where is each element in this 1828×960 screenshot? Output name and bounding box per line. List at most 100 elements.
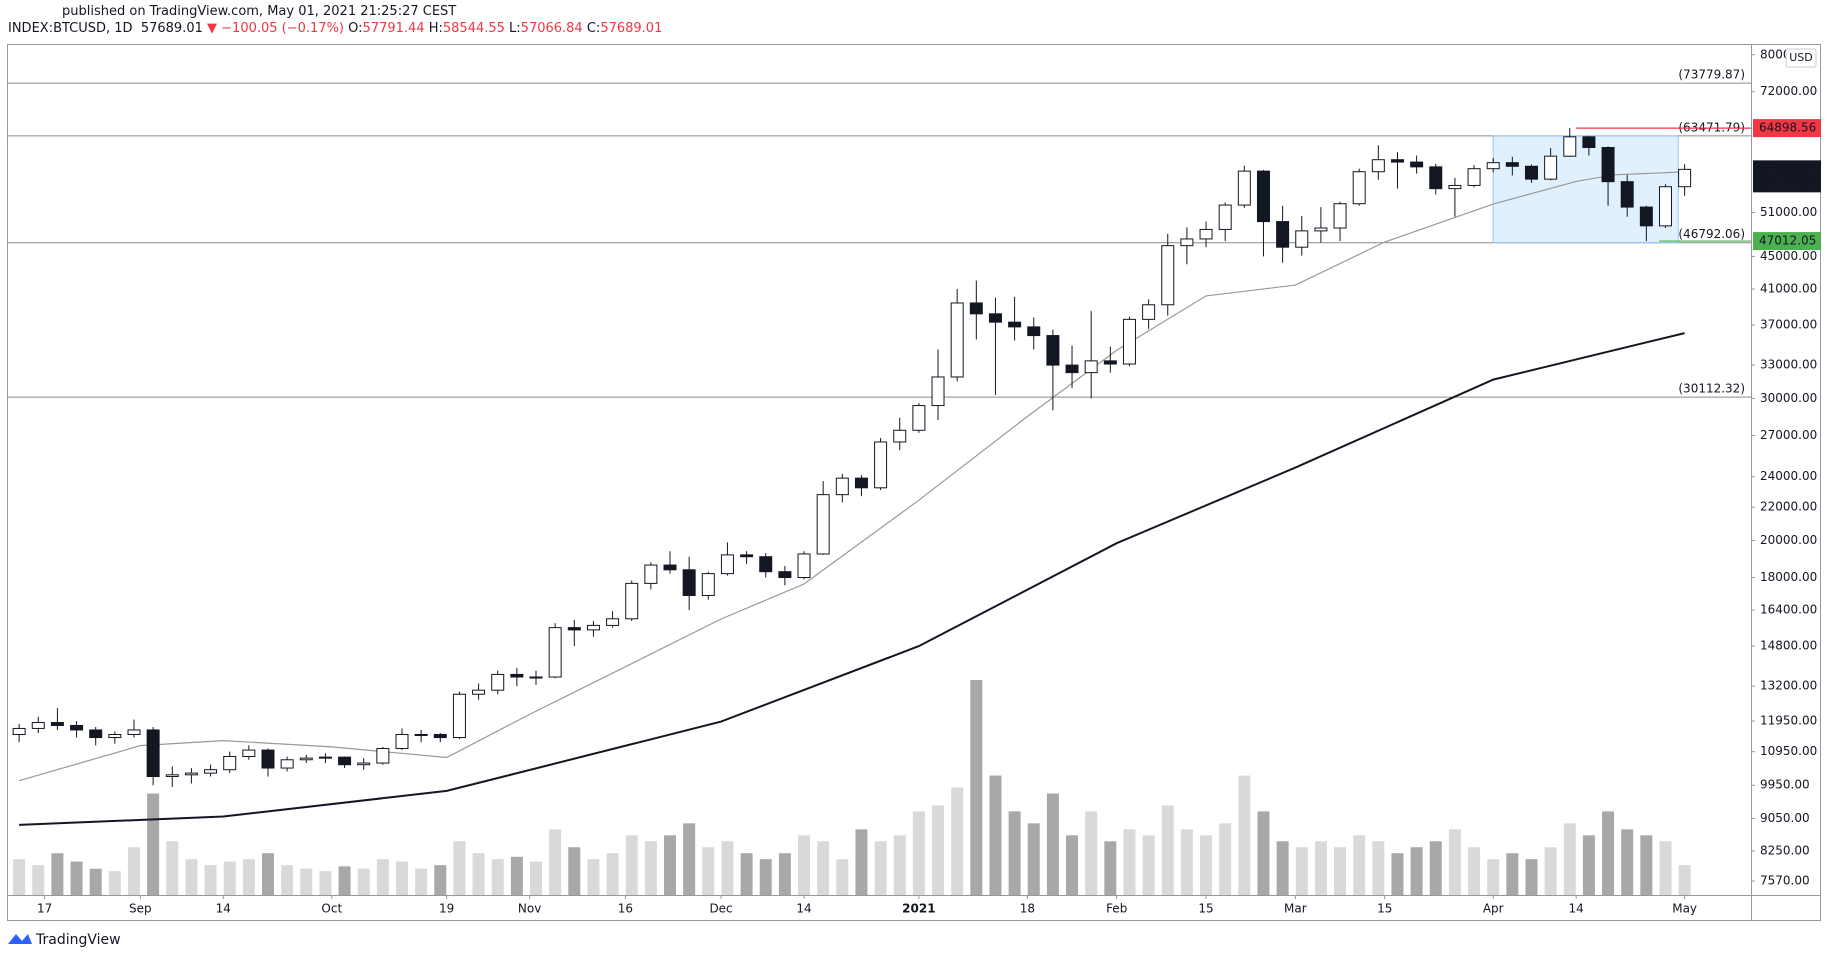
volume-bar	[664, 835, 677, 895]
volume-bar	[893, 835, 906, 895]
volume-bar	[855, 829, 868, 895]
brand-logo: TradingView	[8, 932, 121, 948]
level-label: (73779.87)	[1678, 68, 1745, 82]
volume-bar	[606, 853, 619, 895]
volume-bar	[702, 847, 715, 895]
x-tick-label: Apr	[1483, 902, 1504, 916]
volume-bar	[1410, 847, 1423, 895]
volume-bar	[185, 859, 198, 895]
candle-body	[529, 676, 543, 679]
candle-body	[1046, 335, 1060, 366]
candle-body	[1065, 364, 1079, 374]
candle-body	[1122, 318, 1136, 365]
x-tick-label: 14	[796, 902, 811, 916]
y-tick-label: 13200.00	[1760, 679, 1817, 693]
candle-body	[1390, 159, 1404, 163]
candle-body	[1295, 230, 1309, 248]
volume-bar	[1180, 829, 1193, 895]
published-note: published on TradingView.com, May 01, 20…	[62, 4, 457, 19]
candle-body	[625, 582, 639, 620]
candle-body	[261, 749, 275, 769]
candle-body	[1142, 304, 1156, 320]
candle-body	[1084, 360, 1098, 374]
volume-bar	[778, 853, 791, 895]
price-tag	[1753, 160, 1821, 193]
candle-body	[1678, 168, 1692, 188]
volume-bar	[549, 829, 562, 895]
candle-body	[357, 762, 371, 766]
candle-body	[969, 302, 983, 315]
currency-label: USD	[1789, 51, 1813, 64]
volume-bar	[319, 871, 332, 895]
candle-body	[127, 729, 141, 735]
candle-body	[510, 673, 524, 678]
volume-bar	[721, 841, 734, 895]
candle-body	[1199, 228, 1213, 240]
volume-bar	[223, 861, 236, 895]
price-tag	[1753, 119, 1821, 138]
symbol-line: INDEX:BTCUSD, 1D 57689.01 ▼ −100.05 (−0.…	[8, 21, 662, 36]
y-tick-label: 41000.00	[1760, 282, 1817, 296]
candle-body	[433, 733, 447, 739]
candle-body	[854, 477, 868, 489]
price-tag-label: 64898.56	[1759, 121, 1816, 135]
volume-bar	[166, 841, 179, 895]
header: published on TradingView.com, May 01, 20…	[0, 0, 1828, 42]
candle-body	[299, 757, 313, 761]
logo-icon	[8, 934, 32, 944]
candle-body	[108, 733, 122, 739]
x-tick-label: 17	[37, 902, 52, 916]
candle-body	[778, 571, 792, 578]
candle-body	[280, 759, 294, 769]
candle-body	[720, 554, 734, 575]
volume-bar	[13, 859, 26, 895]
volume-bar	[510, 856, 523, 895]
x-tick-label: 15	[1198, 902, 1213, 916]
volume-bar	[1257, 811, 1270, 895]
volume-bar	[1391, 853, 1404, 895]
x-tick-label: Dec	[709, 902, 732, 916]
x-tick-label: 14	[1569, 902, 1584, 916]
volume-bar	[1429, 841, 1442, 895]
candle-body	[1276, 221, 1290, 248]
y-tick-label: 72000.00	[1760, 84, 1817, 98]
ohlc-key: L:	[509, 21, 521, 36]
candle-body	[1008, 321, 1022, 328]
volume-bar	[1640, 835, 1653, 895]
volume-bar	[817, 841, 830, 895]
volume-bar	[1602, 811, 1615, 895]
y-tick-label: 9950.00	[1760, 778, 1810, 792]
ohlc-value: 58544.55	[442, 21, 505, 36]
candle-body	[701, 573, 715, 596]
volume-bar	[204, 865, 217, 895]
candle-body	[606, 618, 620, 626]
y-tick-label: 51000.00	[1760, 205, 1817, 219]
x-tick-label: Sep	[129, 902, 152, 916]
volume-bar	[932, 805, 945, 895]
volume-bar	[1008, 811, 1021, 895]
volume-bar	[1621, 829, 1634, 895]
volume-bar	[1046, 793, 1059, 895]
candle-body	[70, 724, 84, 731]
volume-bar	[281, 865, 294, 895]
volume-bar	[951, 787, 964, 895]
volume-bar	[874, 841, 887, 895]
price-tag-countdown: 04:34:34	[1761, 176, 1815, 190]
volume-bar	[1027, 823, 1040, 895]
volume-bar	[472, 853, 485, 895]
volume-bar	[1372, 841, 1385, 895]
volume-bar	[300, 868, 313, 895]
candle-body	[1218, 204, 1232, 230]
volume-bar	[1659, 841, 1672, 895]
candle-body	[816, 494, 830, 555]
price-tag-label: 47012.05	[1759, 234, 1816, 248]
ohlc-key: C:	[586, 21, 601, 36]
candle-body	[740, 554, 754, 558]
candle-body	[318, 756, 332, 759]
volume-bar	[587, 859, 600, 895]
moving-average	[19, 332, 1685, 826]
y-tick-label: 18000.00	[1760, 570, 1817, 584]
volume-bar	[1506, 853, 1519, 895]
volume-bar	[1525, 859, 1538, 895]
